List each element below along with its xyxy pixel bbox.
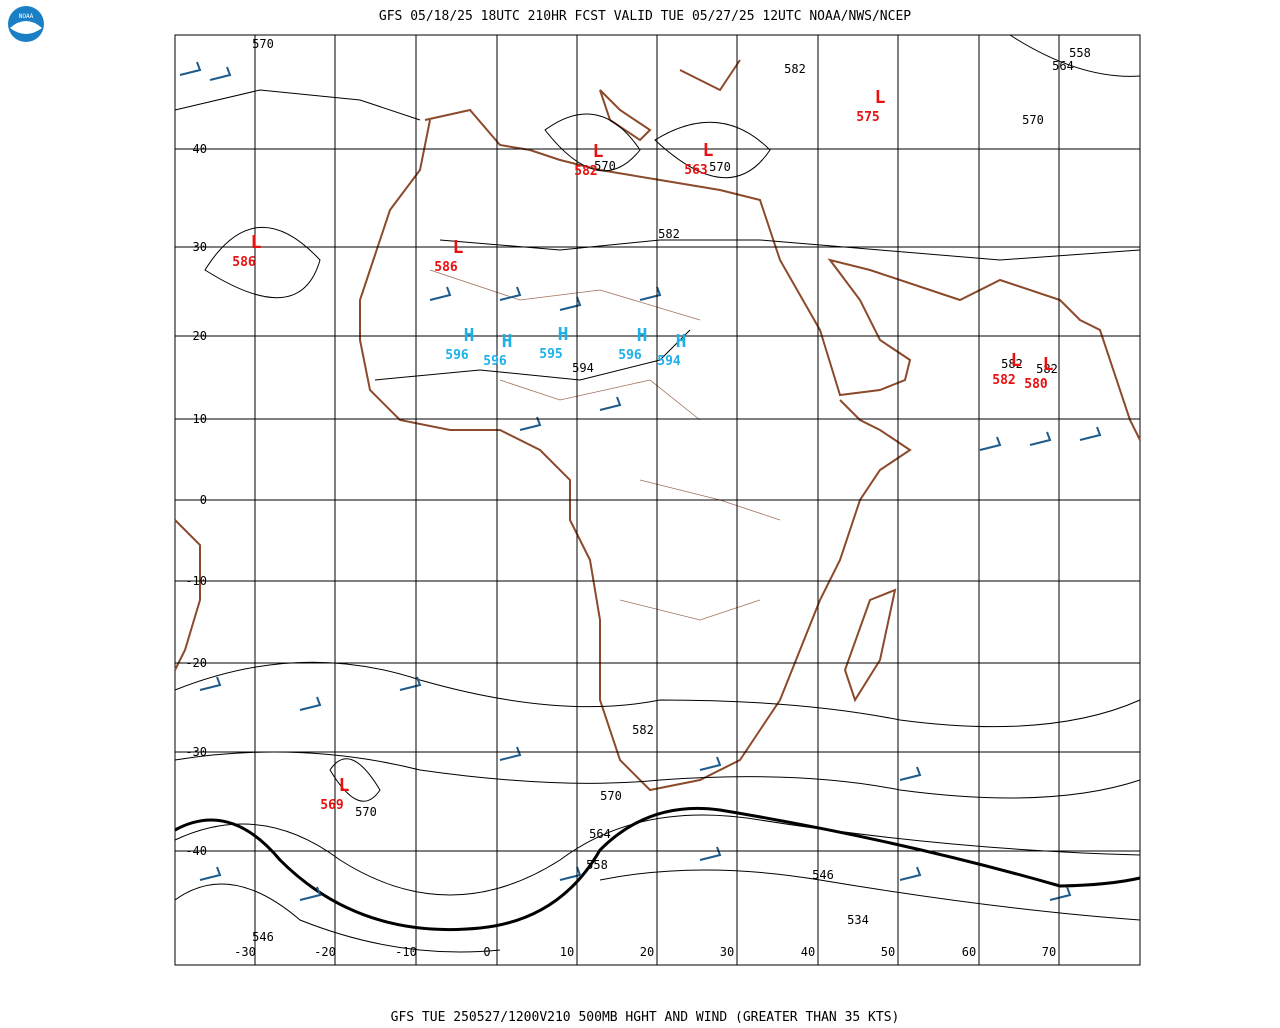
longitude-label: -30: [234, 945, 256, 959]
high-marker: H: [464, 325, 475, 346]
low-marker: L: [251, 232, 262, 253]
low-marker: L: [1011, 350, 1022, 371]
high-marker: H: [676, 331, 687, 352]
contour-label: 582: [784, 62, 806, 76]
high-value: 595: [539, 347, 562, 362]
high-marker: H: [637, 325, 648, 346]
contour-label: 558: [1069, 46, 1091, 60]
low-value: 586: [434, 260, 458, 275]
latitude-label: 10: [193, 412, 207, 426]
contour-label: 582: [1001, 357, 1023, 371]
longitude-label: 0: [483, 945, 490, 959]
low-marker: L: [593, 141, 604, 162]
longitude-label: 20: [640, 945, 654, 959]
contour-label: 582: [1036, 362, 1058, 376]
low-value: 575: [856, 110, 879, 125]
longitude-label: 60: [962, 945, 976, 959]
contour-label: 570: [252, 37, 274, 51]
latitude-label: 40: [193, 142, 207, 156]
low-marker: L: [453, 237, 464, 258]
latitude-label: 20: [193, 329, 207, 343]
low-marker: L: [339, 775, 350, 796]
latitude-label: -20: [185, 656, 207, 670]
logo-gull: [10, 21, 42, 34]
high-value: 594: [657, 354, 681, 369]
contour-label: 564: [589, 827, 611, 841]
contour-label: 558: [586, 858, 608, 872]
contour-label: 570: [594, 159, 616, 173]
contour-label: 582: [632, 723, 654, 737]
high-value: 596: [618, 348, 642, 363]
low-value: 580: [1024, 377, 1048, 392]
contour-label: 546: [252, 930, 274, 944]
contour-label: 564: [1052, 59, 1074, 73]
latitude-label: -30: [185, 745, 207, 759]
low-value: 569: [320, 798, 343, 813]
longitude-label: -10: [395, 945, 417, 959]
longitude-label: 10: [560, 945, 574, 959]
low-marker: L: [1043, 354, 1054, 375]
latitude-label: -10: [185, 574, 207, 588]
contour-label: 570: [355, 805, 377, 819]
longitude-label: -20: [314, 945, 336, 959]
logo-text: NOAA: [19, 13, 34, 20]
latitude-label: 30: [193, 240, 207, 254]
contour-label: 570: [600, 789, 622, 803]
high-value: 596: [483, 354, 507, 369]
contour-label: 570: [1022, 113, 1044, 127]
low-value: 586: [232, 255, 256, 270]
contour-label: 570: [709, 160, 731, 174]
high-marker: H: [558, 324, 569, 345]
latitude-label: 0: [200, 493, 207, 507]
contour-label: 582: [658, 227, 680, 241]
map-frame: [174, 34, 1141, 966]
high-marker: H: [502, 331, 513, 352]
contour-label: 594: [572, 361, 594, 375]
title: GFS 05/18/25 18UTC 210HR FCST VALID TUE …: [379, 9, 911, 24]
low-marker: L: [875, 87, 886, 108]
longitude-label: 40: [801, 945, 815, 959]
contour-label: 546: [812, 868, 834, 882]
low-value: 563: [684, 163, 707, 178]
contour-label: 534: [847, 913, 869, 927]
longitude-label: 50: [881, 945, 895, 959]
latitude-label: -40: [185, 844, 207, 858]
low-marker: L: [703, 140, 714, 161]
low-value: 582: [574, 164, 597, 179]
longitude-label: 30: [720, 945, 734, 959]
caption: GFS TUE 250527/1200V210 500MB HGHT AND W…: [391, 1010, 900, 1024]
low-value: 582: [992, 373, 1015, 388]
longitude-label: 70: [1042, 945, 1056, 959]
high-value: 596: [445, 348, 469, 363]
